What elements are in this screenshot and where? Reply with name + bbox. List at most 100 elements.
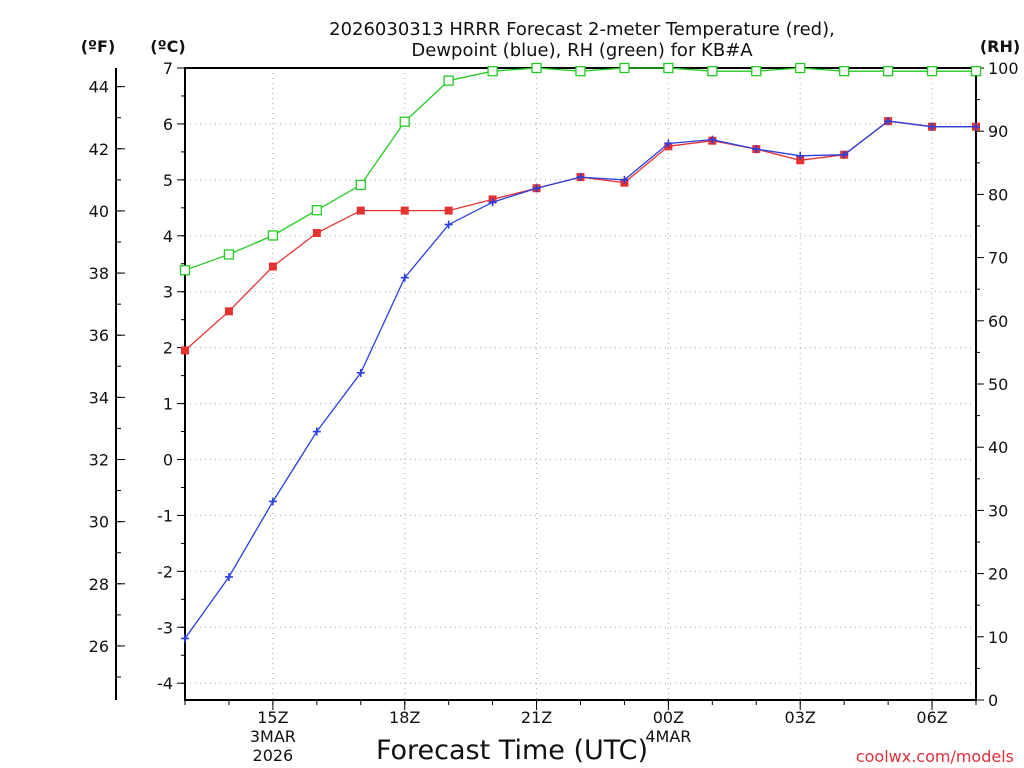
rh-point xyxy=(487,66,498,77)
rh-point xyxy=(795,62,806,74)
x-tick-year-label: 2026 xyxy=(253,746,294,765)
dewpoint-point xyxy=(268,497,277,506)
fahrenheit-unit-label: (ºF) xyxy=(81,37,116,56)
rh-point xyxy=(970,66,982,77)
rh-tick-label: 90 xyxy=(988,122,1008,141)
fahrenheit-tick-label: 42 xyxy=(89,140,109,159)
fahrenheit-tick-label: 44 xyxy=(89,78,109,97)
temperature-point xyxy=(268,262,277,271)
dewpoint-point xyxy=(576,173,585,182)
temperature-point xyxy=(356,206,365,215)
x-tick-label: 18Z xyxy=(389,708,420,727)
fahrenheit-tick-label: 36 xyxy=(89,326,109,345)
celsius-tick-label: 6 xyxy=(163,115,173,134)
credit-text: coolwx.com/models xyxy=(856,747,1014,766)
rh-tick-label: 50 xyxy=(988,375,1008,394)
dewpoint-point xyxy=(488,198,497,207)
rh-point xyxy=(399,116,410,127)
temperature-point xyxy=(400,206,409,215)
rh-point xyxy=(663,62,674,74)
rh-tick-label: 0 xyxy=(988,691,998,710)
rh-tick-label: 80 xyxy=(988,185,1008,204)
temperature-point xyxy=(181,346,189,355)
dewpoint-point xyxy=(224,572,233,581)
celsius-tick-label: -4 xyxy=(157,674,173,693)
celsius-tick-label: 7 xyxy=(163,59,173,78)
rh-point xyxy=(619,62,630,74)
fahrenheit-axis: 26 28 30 32 34 36 38 40 42 44 xyxy=(89,78,125,678)
rh-tick-label: 20 xyxy=(988,565,1008,584)
chart-title: 2026030313 HRRR Forecast 2-meter Tempera… xyxy=(329,19,835,61)
grid xyxy=(185,67,976,700)
x-tick-label: 06Z xyxy=(916,708,947,727)
temperature-point xyxy=(312,228,321,237)
dewpoint-point xyxy=(181,634,189,643)
celsius-unit-label: (ºC) xyxy=(150,37,185,56)
fahrenheit-tick-label: 26 xyxy=(89,637,109,656)
celsius-tick-label: 5 xyxy=(163,171,173,190)
rh-tick-label: 10 xyxy=(988,628,1008,647)
dewpoint-point xyxy=(400,273,409,282)
rh-tick-label: 70 xyxy=(988,249,1008,268)
celsius-tick-label: -1 xyxy=(157,506,173,525)
fahrenheit-tick-label: 40 xyxy=(89,202,109,221)
dewpoint-line xyxy=(184,120,976,639)
dewpoint-point xyxy=(620,175,629,184)
rh-tick-label: 30 xyxy=(988,501,1008,520)
rh-point xyxy=(223,249,235,260)
dewpoint-point xyxy=(796,151,805,160)
fahrenheit-tick-label: 30 xyxy=(89,513,109,532)
rh-point xyxy=(179,265,191,276)
temperature-point xyxy=(444,206,453,215)
temperature-point xyxy=(796,156,805,165)
x-axis-title: Forecast Time (UTC) xyxy=(376,735,648,766)
dewpoint-point xyxy=(840,150,849,159)
rh-axis: 0 10 20 30 40 50 60 70 80 90 100 xyxy=(976,59,1019,710)
celsius-tick-label: 2 xyxy=(163,339,173,358)
fahrenheit-tick-label: 38 xyxy=(89,264,109,283)
rh-point xyxy=(355,179,366,191)
dewpoint-point xyxy=(884,117,893,126)
celsius-tick-label: -2 xyxy=(157,562,173,581)
rh-point xyxy=(926,66,938,77)
temperature-point xyxy=(224,307,233,316)
rh-tick-label: 60 xyxy=(988,312,1008,331)
dewpoint-point xyxy=(532,184,541,193)
celsius-axis: -4 -3 -2 -1 0 1 2 3 4 5 6 7 xyxy=(157,59,185,693)
rh-point xyxy=(443,75,454,86)
rh-line xyxy=(184,67,976,271)
rh-point xyxy=(707,66,718,77)
fahrenheit-tick-label: 28 xyxy=(89,575,109,594)
celsius-tick-label: 0 xyxy=(163,451,173,470)
dewpoint-series xyxy=(181,117,980,643)
x-tick-label: 21Z xyxy=(521,708,552,727)
dewpoint-point xyxy=(444,220,453,229)
rh-point xyxy=(575,66,586,77)
dewpoint-point xyxy=(312,427,321,436)
celsius-tick-label: 4 xyxy=(163,227,173,246)
x-tick-label: 15Z xyxy=(257,708,288,727)
x-tick-label: 00Z xyxy=(653,708,684,727)
rh-point xyxy=(531,62,542,74)
rh-point xyxy=(311,205,322,216)
dewpoint-point xyxy=(356,368,365,377)
dewpoint-point xyxy=(708,135,717,144)
dewpoint-point xyxy=(752,145,761,154)
rh-series xyxy=(179,62,982,276)
rh-point xyxy=(751,66,762,77)
rh-tick-label: 100 xyxy=(988,59,1019,78)
rh-tick-label: 40 xyxy=(988,438,1008,457)
dewpoint-point xyxy=(972,122,980,131)
chart-title-line2: Dewpoint (blue), RH (green) for KB#A xyxy=(411,40,753,61)
plot-frame xyxy=(184,67,977,701)
x-tick-date-label: 3MAR xyxy=(250,727,296,746)
fahrenheit-tick-label: 34 xyxy=(89,388,109,407)
fahrenheit-tick-label: 32 xyxy=(89,451,109,470)
dewpoint-point xyxy=(664,139,673,148)
rh-unit-label: (RH) xyxy=(980,37,1020,56)
rh-point xyxy=(882,66,894,77)
celsius-tick-label: 1 xyxy=(163,395,173,414)
chart-title-line1: 2026030313 HRRR Forecast 2-meter Tempera… xyxy=(329,19,835,40)
